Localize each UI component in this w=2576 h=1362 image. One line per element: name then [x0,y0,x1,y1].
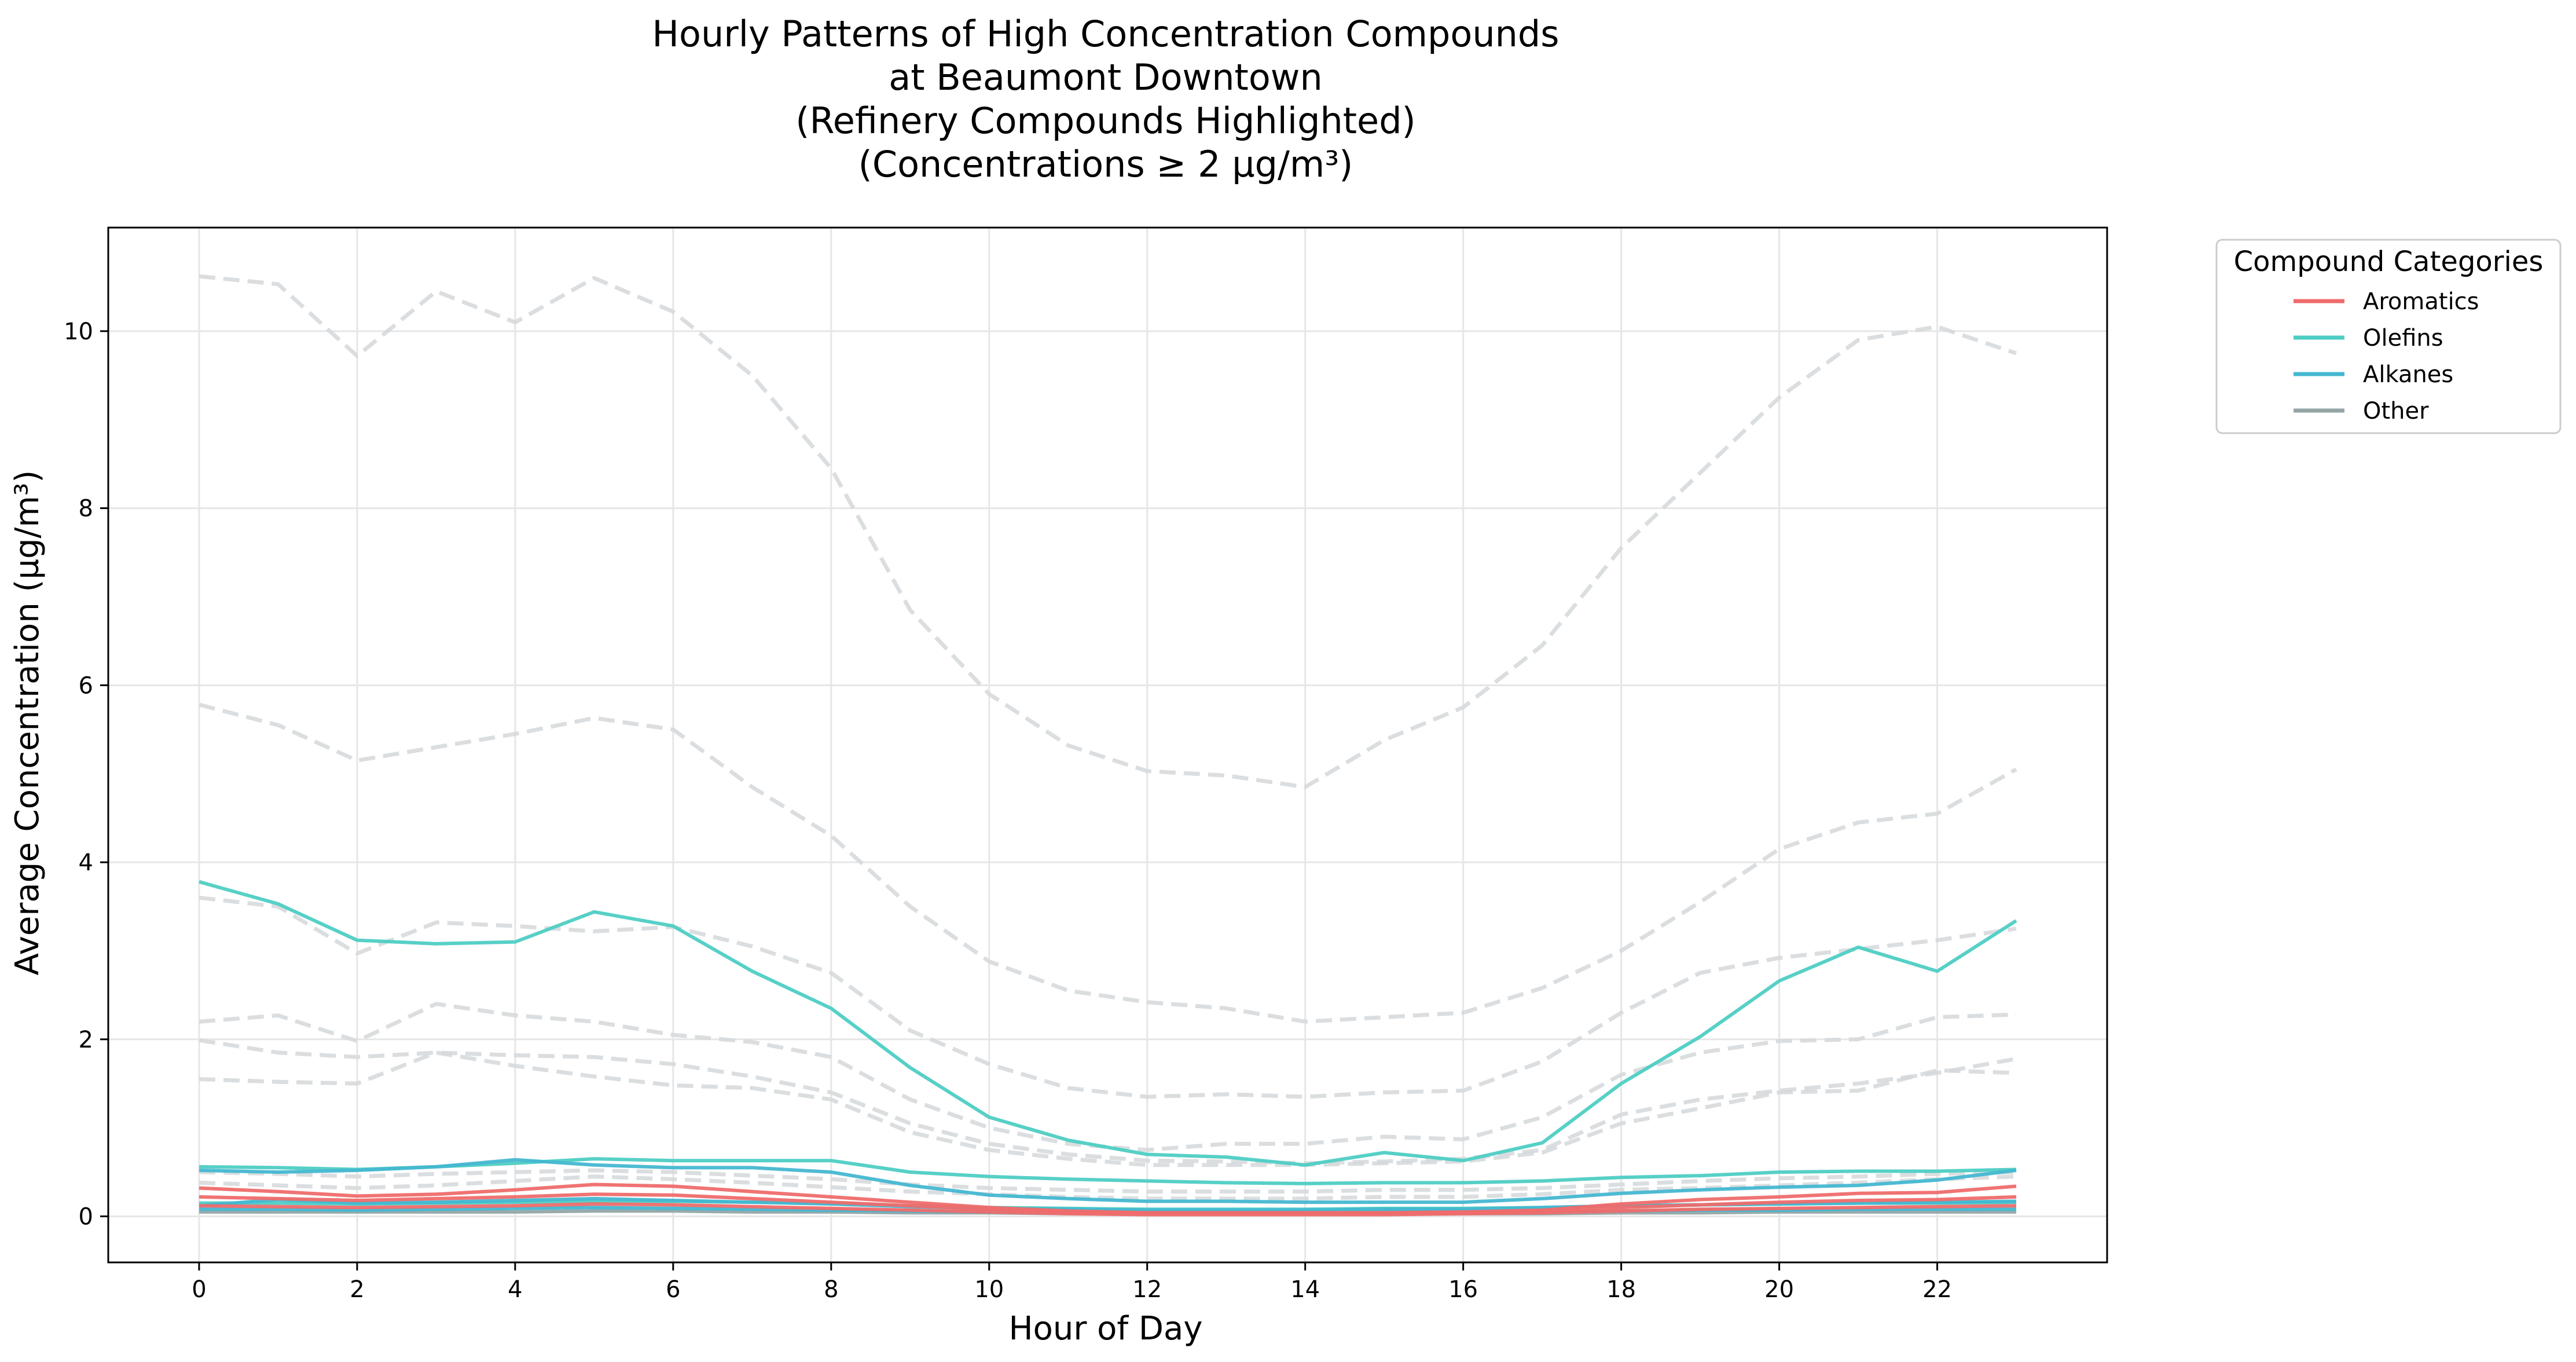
legend-title: Compound Categories [2234,246,2544,278]
chart-title-line-3: (Refinery Compounds Highlighted) [795,100,1415,142]
legend-entries: Aromatics Olefins Alkanes Other [2294,288,2479,424]
x-tick-label: 12 [1132,1276,1162,1303]
chart-title-line-4: (Concentrations ≥ 2 µg/m³) [858,143,1353,185]
y-tick-label: 4 [79,850,93,876]
x-tick-label: 10 [974,1276,1004,1303]
y-tick-label: 2 [79,1027,93,1053]
x-tick-label: 8 [824,1276,838,1303]
gridlines [108,228,2107,1262]
chart-title-line-1: Hourly Patterns of High Concentration Co… [652,13,1559,55]
series-line-aromatics [199,1202,2017,1217]
series-line-other-dashed [199,1002,2017,1152]
x-tick-label: 6 [666,1276,680,1303]
series-line-olefins [199,1157,2017,1185]
x-axis-label: Hour of Day [1008,1310,1202,1348]
legend-label-alkanes: Alkanes [2363,361,2453,388]
x-tick-label: 14 [1290,1276,1320,1303]
legend-label-aromatics: Aromatics [2363,288,2479,315]
y-tick-label: 10 [64,318,93,345]
series-line-other-dashed [199,1174,2017,1201]
x-tick-label: 0 [192,1276,206,1303]
series-line-other-dashed [199,1168,2017,1194]
x-axis-ticks: 0 2 4 6 8 10 12 14 16 18 20 22 [192,1262,1952,1303]
y-axis-label: Average Concentration (µg/m³) [9,470,46,975]
legend-label-other: Other [2363,398,2429,424]
legend-label-olefins: Olefins [2363,325,2443,352]
x-tick-label: 22 [1922,1276,1952,1303]
y-tick-label: 0 [79,1204,93,1231]
series-line-alkanes [199,1158,2017,1204]
chart-title-line-2: at Beaumont Downtown [889,56,1323,98]
legend-box [2215,239,2562,434]
series-layer [199,274,2017,1217]
series-line-other-dashed [199,1038,2017,1166]
x-tick-label: 16 [1448,1276,1478,1303]
series-line-other-dashed [199,702,2017,1024]
x-tick-label: 18 [1606,1276,1636,1303]
series-line-other-dashed [199,895,2017,1099]
series-line-olefins [199,880,2017,1167]
x-tick-label: 4 [508,1276,522,1303]
y-tick-label: 6 [79,672,93,699]
y-axis-ticks: 0 2 4 6 8 10 [64,318,108,1231]
series-line-aromatics [199,1192,2017,1215]
legend: Compound Categories Aromatics Olefins Alka… [2215,239,2562,434]
x-tick-label: 20 [1764,1276,1794,1303]
series-line-other-dashed [199,1050,2017,1167]
x-tick-label: 2 [350,1276,364,1303]
y-tick-label: 8 [79,496,93,522]
plot-frame [107,226,2108,1264]
chart-title: Hourly Patterns of High Concentration Co… [652,13,1559,185]
